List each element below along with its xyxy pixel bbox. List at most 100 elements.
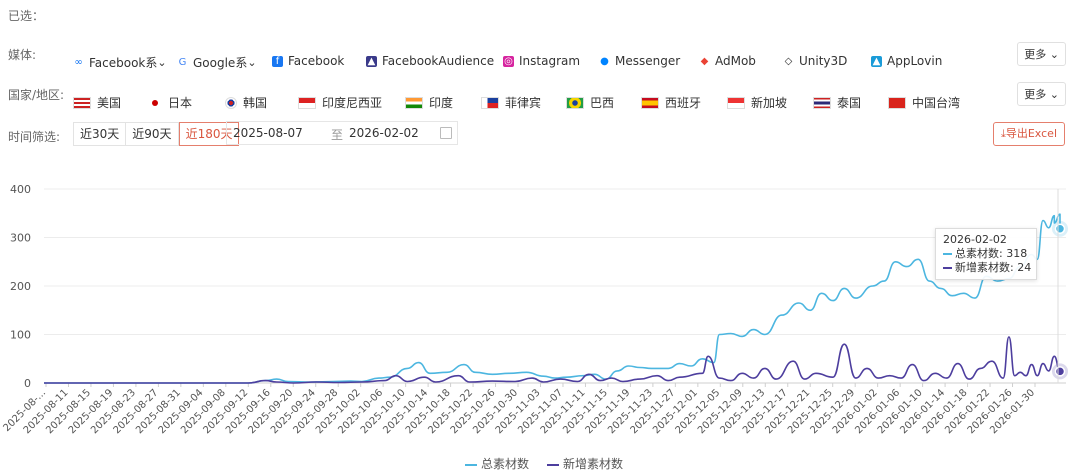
brazil-flag — [566, 96, 584, 109]
y-tick-label: 0 — [24, 377, 31, 390]
series-point — [1054, 223, 1066, 235]
series-new-line — [44, 336, 1061, 384]
x-tick-label: 2025-08-27 — [112, 387, 161, 436]
country-option-label: 韩国 — [243, 96, 268, 110]
start-date-input[interactable]: 2025-08-07 — [233, 126, 303, 140]
media-option-label: Facebook — [288, 54, 345, 68]
country-option-label: 新加坡 — [751, 96, 788, 110]
audience-network-icon: ▲ — [366, 55, 377, 67]
media-option-label: Messenger — [615, 54, 681, 68]
media-option-google系[interactable]: G Google系 ⌄ — [177, 54, 257, 71]
country-option-spain[interactable]: 西班牙 — [641, 94, 701, 111]
us-flag — [73, 96, 91, 109]
series-point-halo — [1052, 363, 1068, 380]
country-option-us[interactable]: 美国 — [73, 94, 121, 111]
country-option-label: 日本 — [168, 96, 193, 110]
country-option-japan[interactable]: 日本 — [152, 94, 192, 111]
media-option-label: Unity3D — [799, 54, 848, 68]
x-tick-label: 2025-09-04 — [157, 387, 206, 436]
end-date-input[interactable]: 2026-02-02 — [349, 126, 419, 140]
x-tick-label: 2025-11-27 — [629, 387, 678, 436]
admob-icon: ◆ — [700, 55, 709, 67]
media-more-button[interactable]: 更多 ⌄ — [1017, 42, 1066, 66]
country-option-india[interactable]: 印度 — [405, 94, 453, 111]
country-option-brazil[interactable]: 巴西 — [566, 94, 614, 111]
spain-flag — [641, 96, 659, 109]
tooltip-total: 总素材数: 318 — [955, 247, 1028, 260]
x-tick-label: 2026-01-18 — [921, 387, 970, 436]
x-tick-label: 2025-08-... — [1, 387, 48, 434]
x-tick-label: 2025-10-14 — [381, 387, 430, 436]
y-tick-label: 100 — [10, 329, 31, 342]
india-flag — [405, 96, 423, 109]
export-excel-button[interactable]: ⤓导出Excel — [993, 122, 1065, 146]
x-tick-label: 2025-08-23 — [89, 387, 138, 436]
download-icon: ⤓ — [1000, 127, 1006, 140]
x-tick-label: 2025-09-08 — [179, 387, 228, 436]
country-option-label: 菲律宾 — [505, 96, 542, 110]
chart-legend: 总素材数 新增素材数 — [465, 455, 623, 472]
range-180-button[interactable]: 近180天 — [178, 122, 240, 146]
range-90-button[interactable]: 近90天 — [126, 122, 179, 146]
x-tick-label: 2025-10-22 — [426, 387, 475, 436]
legend-total[interactable]: 总素材数 — [465, 455, 529, 472]
media-option-applovin[interactable]: ▲ AppLovin — [871, 54, 942, 68]
x-tick-label: 2025-09-24 — [269, 387, 318, 436]
x-tick-label: 2025-10-18 — [404, 387, 453, 436]
media-option-instagram[interactable]: ◎ Instagram — [503, 54, 580, 68]
media-option-facebook[interactable]: f Facebook — [272, 54, 344, 68]
y-tick-label: 300 — [10, 232, 31, 245]
country-filter-row: 国家/地区: 美国 日本 韩国 印度尼西亚 印度 菲律宾 巴西 西班牙 新加坡 泰国 中国台湾 更多… — [0, 81, 1080, 110]
new-series-marker — [943, 267, 952, 269]
media-option-unity3d[interactable]: ◇ Unity3D — [783, 54, 848, 68]
media-option-label: Facebook系 — [89, 56, 158, 70]
y-tick-label: 200 — [10, 280, 31, 293]
x-tick-label: 2026-01-02 — [831, 387, 880, 436]
media-option-admob[interactable]: ◆ AdMob — [699, 54, 756, 68]
country-option-korea[interactable]: 韩国 — [225, 94, 267, 111]
x-tick-label: 2025-08-15 — [44, 387, 93, 436]
country-option-label: 印度尼西亚 — [322, 96, 383, 110]
time-label: 时间筛选: — [8, 130, 61, 144]
range-30-button[interactable]: 近30天 — [73, 122, 127, 146]
x-tick-label: 2025-12-05 — [674, 387, 723, 436]
legend-new[interactable]: 新增素材数 — [547, 455, 623, 472]
x-tick-label: 2025-09-16 — [224, 387, 273, 436]
media-option-label: Google系 — [193, 56, 248, 70]
x-tick-label: 2025-12-01 — [651, 387, 700, 436]
x-tick-label: 2025-10-02 — [314, 387, 363, 436]
country-option-label: 印度 — [429, 96, 454, 110]
country-option-indonesia[interactable]: 印度尼西亚 — [298, 94, 382, 111]
calendar-icon[interactable] — [440, 127, 452, 139]
date-separator: 至 — [331, 128, 344, 142]
country-option-china-taiwan[interactable]: 中国台湾 — [888, 94, 960, 111]
x-tick-label: 2025-10-30 — [471, 387, 520, 436]
media-option-facebookaudience[interactable]: ▲ FacebookAudience — [366, 54, 494, 68]
media-option-messenger[interactable]: ● Messenger — [599, 54, 680, 68]
x-tick-label: 2025-11-19 — [584, 387, 633, 436]
singapore-flag — [727, 96, 745, 109]
total-series-marker — [943, 253, 952, 255]
date-range-picker[interactable]: 2025-08-07 至 2026-02-02 — [226, 121, 458, 145]
media-label: 媒体: — [8, 47, 37, 62]
x-tick-label: 2025-08-11 — [22, 387, 71, 436]
time-range-group: 近30天 近90天 近180天 — [73, 122, 240, 146]
x-tick-label: 2025-10-26 — [449, 387, 498, 436]
x-tick-label: 2025-11-11 — [539, 387, 588, 436]
x-tick-label: 2026-01-10 — [876, 387, 925, 436]
media-option-facebook系[interactable]: ∞ Facebook系 ⌄ — [73, 54, 166, 71]
applovin-icon: ▲ — [871, 55, 882, 67]
country-option-label: 巴西 — [590, 96, 615, 110]
x-tick-label: 2025-11-03 — [494, 387, 543, 436]
thailand-flag — [813, 96, 831, 109]
country-option-singapore[interactable]: 新加坡 — [727, 94, 787, 111]
media-option-label: AppLovin — [887, 54, 943, 68]
country-more-button[interactable]: 更多 ⌄ — [1017, 82, 1066, 106]
country-option-thailand[interactable]: 泰国 — [813, 94, 861, 111]
x-tick-label: 2025-08-31 — [134, 387, 183, 436]
country-option-philippines[interactable]: 菲律宾 — [481, 94, 541, 111]
country-option-label: 西班牙 — [665, 96, 702, 110]
series-point-halo — [1052, 220, 1068, 237]
x-tick-label: 2025-09-20 — [246, 387, 295, 436]
media-option-label: AdMob — [715, 54, 756, 68]
